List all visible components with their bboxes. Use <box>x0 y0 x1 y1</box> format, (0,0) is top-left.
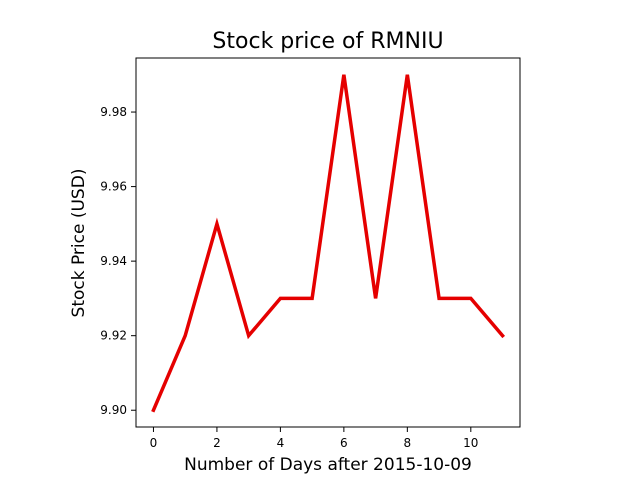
y-tick-label: 9.98 <box>100 105 127 119</box>
x-axis: 0 2 4 6 8 10 <box>150 427 478 450</box>
x-tick-label: 2 <box>213 436 221 450</box>
y-tick-label: 9.94 <box>100 254 127 268</box>
x-axis-label: Number of Days after 2015-10-09 <box>184 455 472 475</box>
data-point <box>312 298 313 299</box>
data-point <box>248 335 249 336</box>
data-point <box>343 74 344 75</box>
y-axis: 9.90 9.92 9.94 9.96 9.98 <box>100 105 136 417</box>
x-tick-label: 8 <box>404 436 412 450</box>
x-tick-label: 4 <box>277 436 285 450</box>
plot-area <box>151 74 506 413</box>
data-point <box>185 335 186 336</box>
plot-frame <box>135 57 521 428</box>
data-point <box>470 298 471 299</box>
data-point <box>407 74 408 75</box>
y-axis-label: Stock Price (USD) <box>69 169 89 318</box>
y-tick-label: 9.92 <box>100 329 127 343</box>
data-point <box>502 335 503 336</box>
data-point <box>216 223 217 224</box>
data-point <box>280 298 281 299</box>
chart-title: Stock price of RMNIU <box>212 29 443 54</box>
data-point <box>153 410 154 411</box>
data-point <box>375 298 376 299</box>
data-point <box>439 298 440 299</box>
y-tick-label: 9.96 <box>100 180 127 194</box>
x-tick-label: 6 <box>340 436 348 450</box>
y-tick-label: 9.90 <box>100 403 127 417</box>
x-tick-label: 10 <box>463 436 478 450</box>
x-tick-label: 0 <box>150 436 158 450</box>
series-line-0 <box>151 74 506 413</box>
